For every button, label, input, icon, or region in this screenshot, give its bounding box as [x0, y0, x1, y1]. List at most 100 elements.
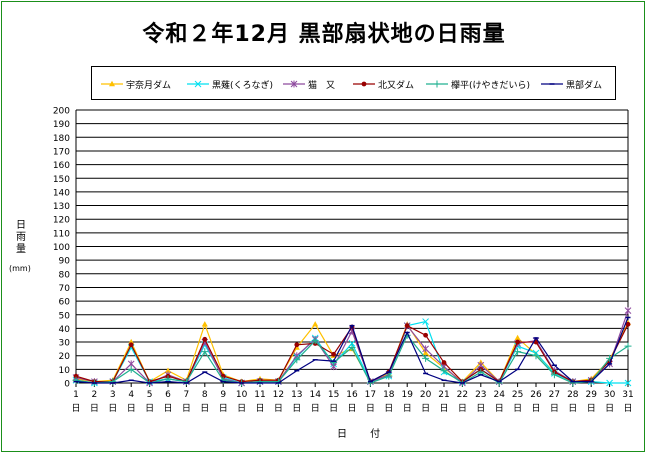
data-point-s1-d30 [606, 379, 613, 387]
x-tick-suffix-10: 日 [237, 403, 246, 414]
y-tick-label-60: 60 [59, 298, 71, 308]
x-tick-label-9: 9 [220, 390, 226, 400]
data-point-s0-d8 [201, 321, 208, 327]
legend-symbol-2 [290, 80, 298, 88]
y-tick-label-120: 120 [53, 216, 70, 226]
y-tick-label-0: 0 [64, 380, 70, 390]
y-tick-label-140: 140 [53, 188, 70, 198]
legend-marker-5 [541, 83, 563, 85]
x-tick-label-27: 27 [549, 390, 560, 400]
data-point-s4-d24 [495, 379, 503, 387]
x-tick-suffix-31: 日 [623, 403, 632, 414]
y-tick-label-130: 130 [53, 202, 70, 212]
x-tick-label-4: 4 [128, 390, 134, 400]
data-point-s0-d25 [514, 334, 521, 341]
legend-marker-1 [187, 80, 209, 88]
x-tick-label-26: 26 [530, 390, 542, 400]
legend-label-4: 欅平(けやきだいら) [451, 81, 531, 91]
x-tick-suffix-25: 日 [513, 403, 522, 414]
x-tick-label-11: 11 [254, 390, 265, 400]
x-tick-suffix-24: 日 [495, 403, 504, 414]
y-tick-label-10: 10 [59, 366, 71, 376]
y-tick-label-50: 50 [59, 311, 71, 321]
data-point-s0-d20 [422, 349, 429, 356]
x-tick-suffix-13: 日 [292, 403, 301, 414]
data-point-s3-d8 [202, 336, 208, 342]
x-tick-suffix-15: 日 [329, 403, 338, 414]
data-point-s4-d25 [514, 348, 522, 356]
legend-label-3: 北又ダム [378, 81, 415, 91]
x-tick-label-18: 18 [383, 390, 395, 400]
data-point-s3-d20 [423, 332, 428, 338]
data-point-s2-d31 [624, 307, 632, 315]
y-tick-label-170: 170 [53, 147, 70, 157]
data-point-s3-d25 [515, 339, 520, 345]
data-point-s4-d16 [348, 344, 356, 352]
x-tick-suffix-18: 日 [384, 403, 393, 414]
x-tick-label-15: 15 [328, 390, 339, 400]
legend-symbol-4 [433, 80, 441, 88]
data-point-s4-d21 [440, 367, 448, 375]
x-tick-suffix-5: 日 [145, 403, 154, 414]
y-tick-label-150: 150 [53, 175, 70, 185]
x-tick-suffix-6: 日 [163, 403, 172, 414]
x-tick-suffix-8: 日 [200, 403, 209, 414]
y-axis-unit: (mm) [9, 264, 31, 273]
data-point-s4-d27 [550, 371, 558, 379]
x-tick-suffix-9: 日 [219, 403, 228, 414]
x-tick-label-7: 7 [184, 390, 190, 400]
x-tick-suffix-28: 日 [568, 403, 577, 414]
x-tick-suffix-16: 日 [347, 403, 356, 414]
data-point-s3-d15 [331, 351, 336, 357]
y-axis-label: 日雨量 [16, 220, 26, 255]
data-point-s0-d6 [165, 367, 171, 373]
x-tick-label-23: 23 [475, 390, 486, 400]
y-tick-label-30: 30 [59, 339, 71, 349]
chart-title: 令和２年12月 黒部扇状地の日雨量 [142, 22, 506, 47]
x-tick-label-8: 8 [202, 390, 208, 400]
x-tick-label-31: 31 [622, 390, 633, 400]
x-tick-label-2: 2 [92, 390, 98, 400]
x-tick-suffix-19: 日 [403, 403, 412, 414]
x-tick-suffix-20: 日 [421, 403, 430, 414]
data-point-s3-d19 [404, 323, 410, 329]
x-tick-label-3: 3 [110, 390, 116, 400]
data-point-s4-d4 [127, 365, 135, 373]
data-point-s4-d26 [532, 352, 540, 360]
data-point-s0-d4 [128, 338, 135, 345]
y-tick-label-70: 70 [59, 284, 71, 294]
x-tick-suffix-22: 日 [458, 403, 467, 414]
x-tick-suffix-29: 日 [587, 403, 596, 414]
x-tick-suffix-27: 日 [550, 403, 559, 414]
legend-label-5: 黒部ダム [566, 81, 603, 91]
x-tick-suffix-7: 日 [182, 403, 191, 414]
data-point-s4-d20 [422, 354, 430, 362]
x-tick-label-20: 20 [420, 390, 432, 400]
x-tick-label-17: 17 [365, 390, 376, 400]
data-point-s4-d31 [624, 342, 632, 350]
x-tick-label-13: 13 [291, 390, 302, 400]
y-tick-label-190: 190 [53, 120, 70, 130]
x-tick-suffix-26: 日 [531, 403, 540, 414]
data-point-s3-d31 [625, 321, 631, 327]
x-tick-suffix-21: 日 [439, 403, 448, 414]
legend-label-2: 猫 又 [308, 81, 336, 91]
x-tick-suffix-12: 日 [274, 403, 283, 414]
data-point-s4-d13 [293, 356, 301, 364]
legend-symbol-3 [361, 81, 367, 87]
data-point-s3-d13 [294, 342, 300, 348]
legend-marker-3 [353, 81, 375, 87]
x-tick-label-1: 1 [73, 390, 79, 400]
x-tick-label-24: 24 [493, 390, 505, 400]
data-point-s1-d20 [422, 318, 429, 325]
x-tick-suffix-23: 日 [476, 403, 485, 414]
y-tick-label-110: 110 [53, 229, 70, 239]
x-tick-label-10: 10 [236, 390, 248, 400]
x-tick-label-29: 29 [585, 390, 597, 400]
data-point-s3-d1 [73, 373, 79, 379]
data-point-s4-d18 [385, 372, 393, 380]
y-tick-label-160: 160 [53, 161, 70, 171]
x-tick-suffix-2: 日 [90, 403, 99, 414]
data-point-s1-d16 [348, 340, 356, 347]
